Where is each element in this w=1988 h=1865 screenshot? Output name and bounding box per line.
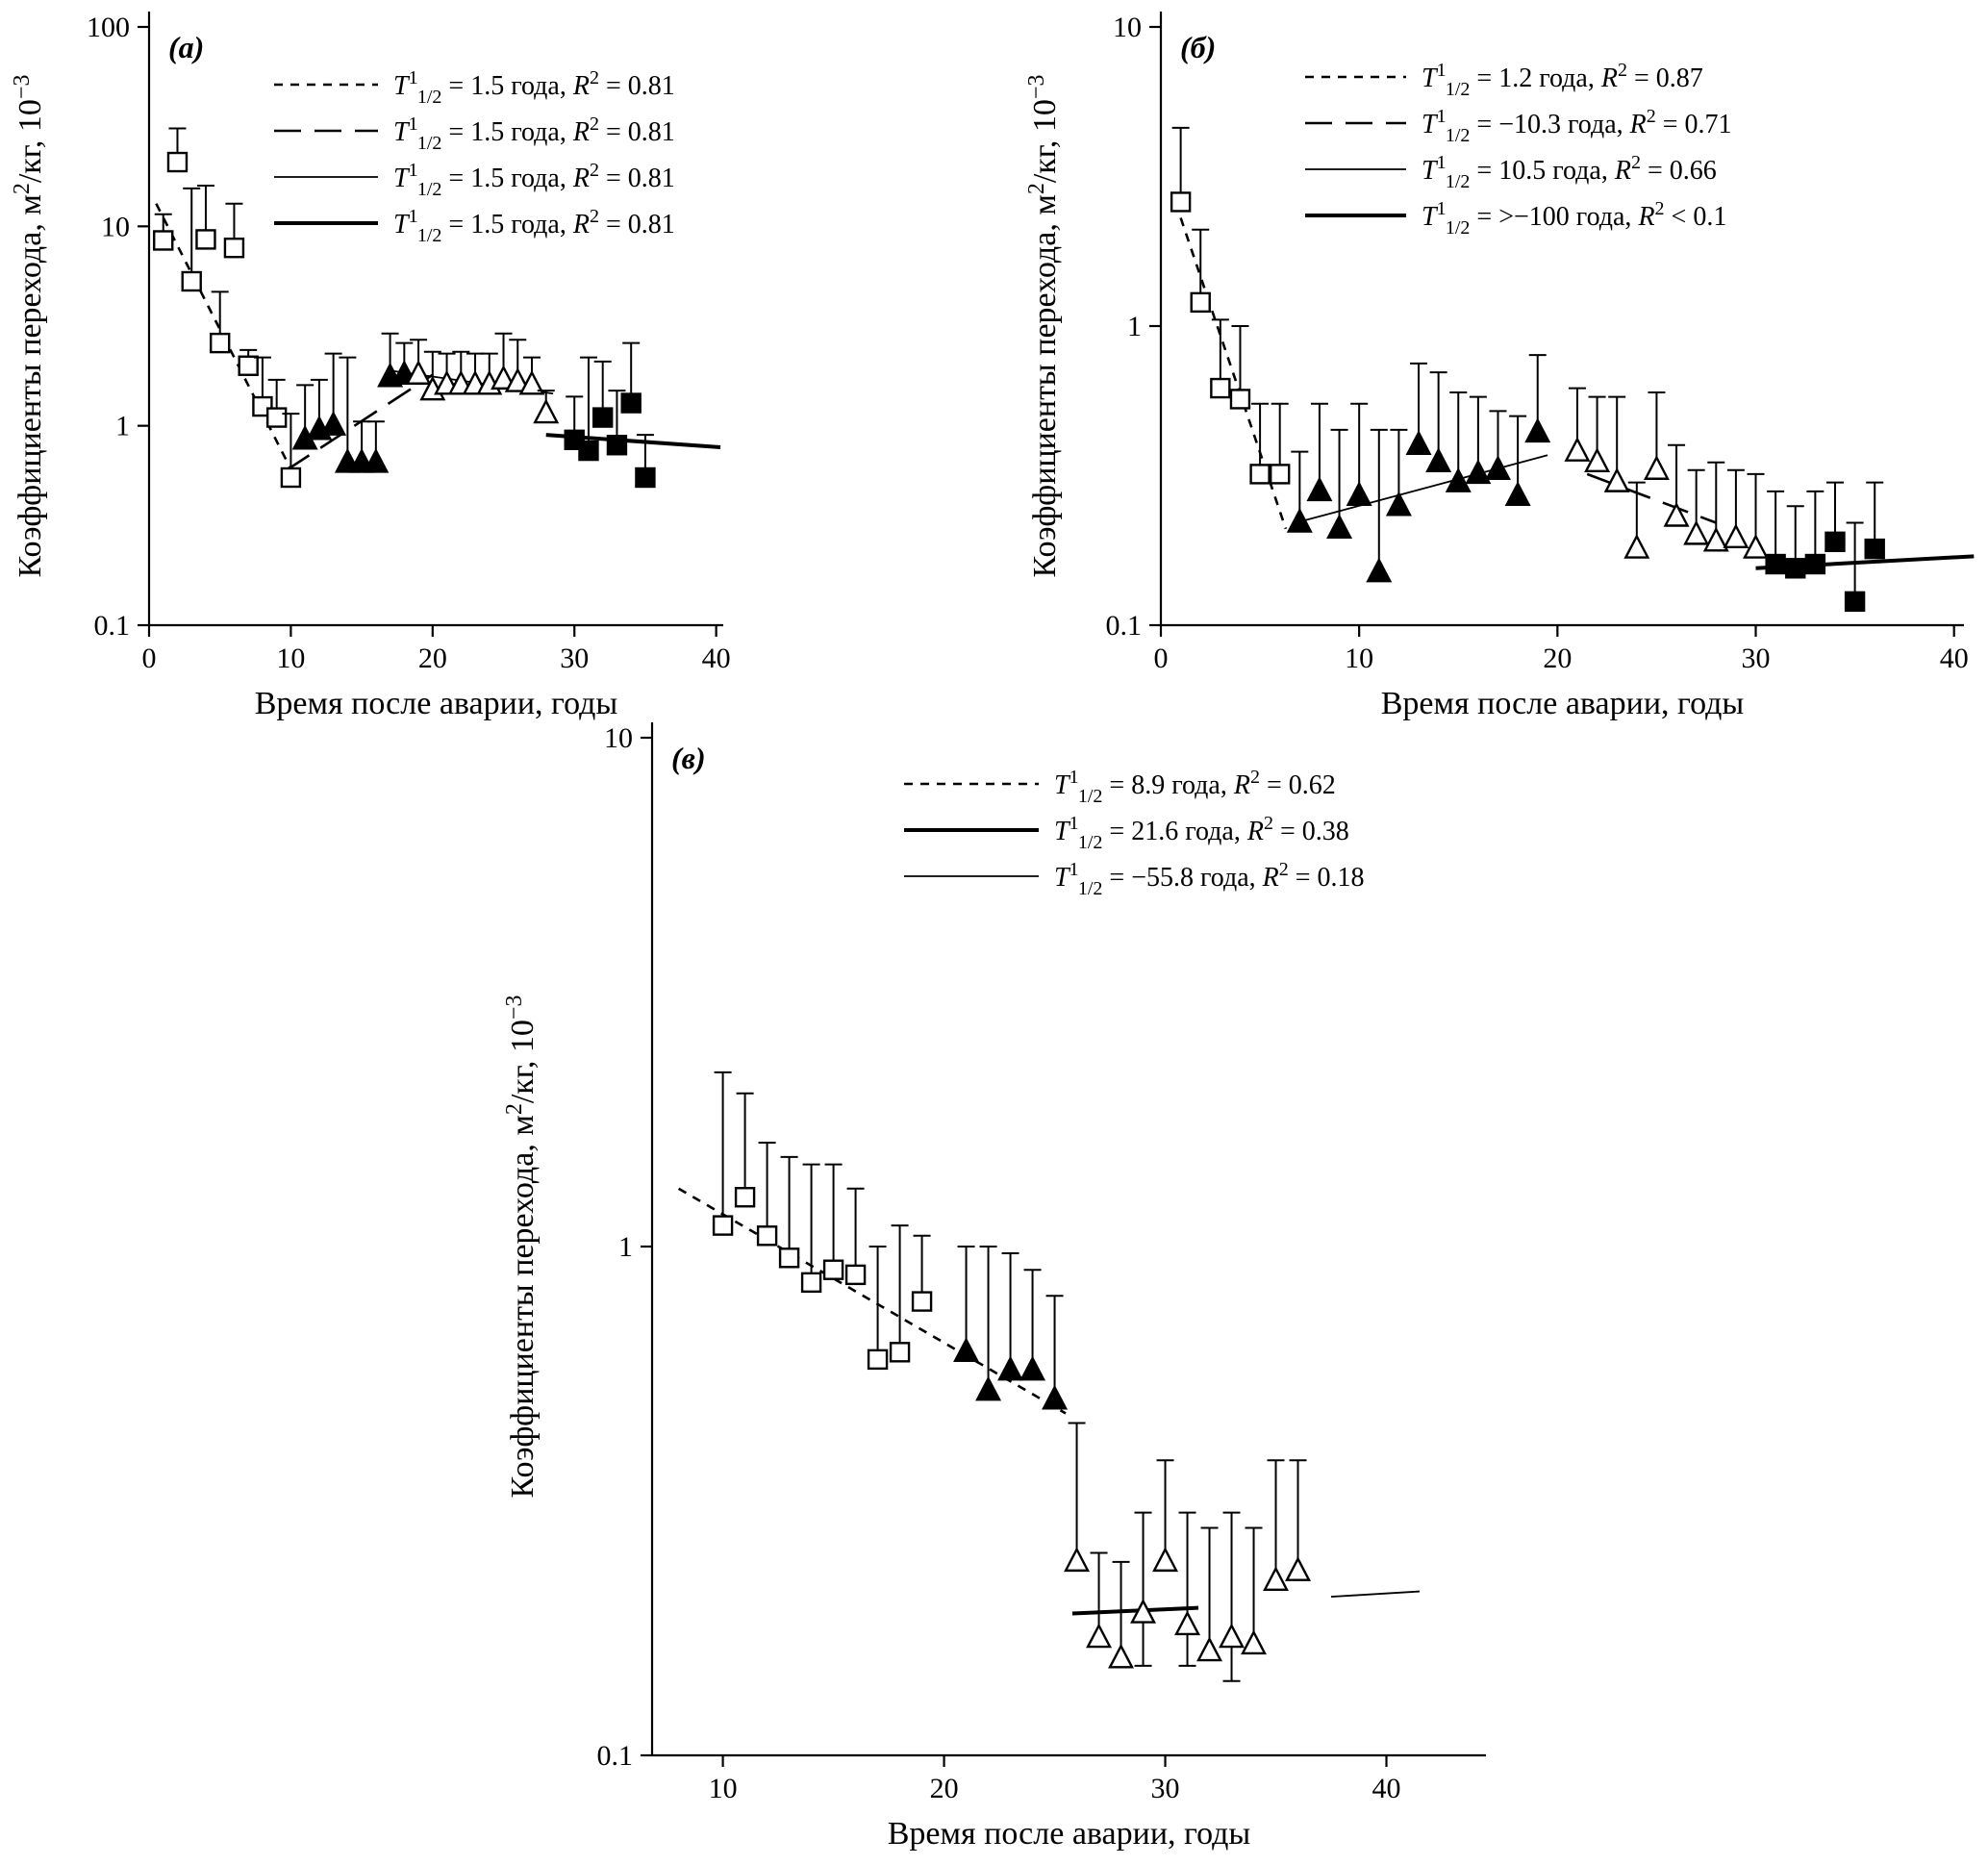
chart-b: 0 10 20 30 40 0.1 1 10 Время после аварии, годы К…: [1024, 12, 1975, 721]
svg-text:20: 20: [1543, 643, 1572, 674]
series-open-triangles: [1064, 1422, 1312, 1682]
x-axis-title: Время после аварии, годы: [1381, 686, 1745, 721]
legend-entry-label: T11/2 = 1.2 года, R2 = 0.87: [1422, 60, 1703, 100]
tick-labels: 0 10 20 30 40 0.1 1 10 100: [87, 12, 731, 674]
axes: [138, 12, 723, 637]
svg-text:10: 10: [101, 211, 130, 242]
series-filled-squares: [1765, 481, 1885, 613]
svg-text:1: 1: [618, 1231, 633, 1263]
svg-text:10: 10: [1345, 643, 1373, 674]
svg-text:20: 20: [418, 643, 447, 674]
legend-entry-label: T11/2 = 10.5 года, R2 = 0.66: [1422, 152, 1717, 192]
series-open-triangles: [405, 332, 560, 424]
svg-text:0.1: 0.1: [1106, 610, 1143, 642]
svg-text:0.1: 0.1: [597, 1740, 634, 1772]
chart-a: 0 10 20 30 40 0.1 1 10 100 Время после аварии, го…: [10, 12, 731, 721]
chart-panel-b: 0 10 20 30 40 0.1 1 10 Время после аварии, годы К…: [1024, 12, 1975, 721]
series-open-triangles: [1564, 387, 1769, 559]
svg-text:30: 30: [1742, 643, 1771, 674]
series-open-squares: [1170, 126, 1291, 485]
svg-text:30: 30: [560, 643, 589, 674]
x-axis-title: Время после аварии, годы: [255, 686, 618, 721]
legend-entry-label: T11/2 = >−100 года, R2 < 0.1: [1422, 198, 1726, 239]
svg-text:10: 10: [1113, 12, 1142, 43]
svg-text:0.1: 0.1: [94, 610, 131, 642]
series-filled-triangles: [291, 332, 417, 473]
legend-entry-label: T11/2 = −55.8 года, R2 = 0.18: [1054, 859, 1365, 899]
legend-entry-label: T11/2 = 1.5 года, R2 = 0.81: [393, 67, 675, 108]
svg-text:0: 0: [142, 643, 157, 674]
y-axis-title: Коэффициенты перехода, м2/кг, 10−3: [502, 996, 541, 1499]
legend-entry-label: T11/2 = 1.5 года, R2 = 0.81: [393, 206, 675, 246]
svg-text:10: 10: [604, 722, 633, 754]
y-axis-title: Коэффициенты перехода, м2/кг, 10−3: [1024, 75, 1063, 578]
chart-panel-v: 10 20 30 40 0.1 1 10 Время после аварии, годы Ко…: [502, 722, 1486, 1852]
series-open-squares: [153, 127, 302, 489]
legend: T11/2 = 1.5 года, R2 = 0.81 T11/2 = 1.5 г…: [274, 67, 675, 246]
y-axis-title: Коэффициенты перехода, м2/кг, 10−3: [10, 75, 48, 578]
svg-text:10: 10: [276, 643, 305, 674]
legend-entry-label: T11/2 = −10.3 года, R2 = 0.71: [1422, 106, 1732, 146]
chart-panel-a: 0 10 20 30 40 0.1 1 10 100 Время после аварии, го…: [10, 12, 731, 721]
svg-text:30: 30: [1151, 1773, 1180, 1804]
panel-label: (а): [168, 30, 204, 64]
legend: T11/2 = 1.2 года, R2 = 0.87 T11/2 = −10.3…: [1305, 60, 1732, 239]
svg-text:1: 1: [1127, 311, 1142, 342]
series-open-squares: [712, 1071, 933, 1371]
fit-lines: [677, 1187, 1421, 1616]
legend-entry-label: T11/2 = 1.5 года, R2 = 0.81: [393, 160, 675, 200]
svg-text:100: 100: [87, 12, 130, 43]
panel-label: (б): [1180, 30, 1216, 64]
legend-entry-label: T11/2 = 8.9 года, R2 = 0.62: [1054, 767, 1336, 807]
svg-text:40: 40: [1372, 1773, 1401, 1804]
svg-text:40: 40: [1940, 643, 1969, 674]
series-filled-triangles: [1286, 354, 1551, 583]
panel-label: (в): [671, 741, 706, 775]
axes: [1149, 12, 1964, 637]
svg-text:20: 20: [930, 1773, 959, 1804]
axes: [641, 722, 1486, 1767]
x-axis-title: Время после аварии, годы: [888, 1816, 1251, 1852]
legend: T11/2 = 8.9 года, R2 = 0.62 T11/2 = 21.6 …: [904, 767, 1365, 899]
svg-text:1: 1: [115, 411, 130, 442]
tick-labels: 0 10 20 30 40 0.1 1 10: [1106, 12, 1969, 674]
legend-entry-label: T11/2 = 1.5 года, R2 = 0.81: [393, 113, 675, 154]
chart-v: 10 20 30 40 0.1 1 10 Время после аварии, годы Ко…: [502, 722, 1486, 1852]
svg-text:0: 0: [1154, 643, 1169, 674]
svg-text:10: 10: [709, 1773, 738, 1804]
series-filled-squares: [564, 341, 656, 489]
legend-entry-label: T11/2 = 21.6 года, R2 = 0.38: [1054, 813, 1349, 853]
tick-labels: 10 20 30 40 0.1 1 10: [597, 722, 1401, 1804]
svg-text:40: 40: [702, 643, 731, 674]
series-filled-triangles: [953, 1246, 1069, 1410]
